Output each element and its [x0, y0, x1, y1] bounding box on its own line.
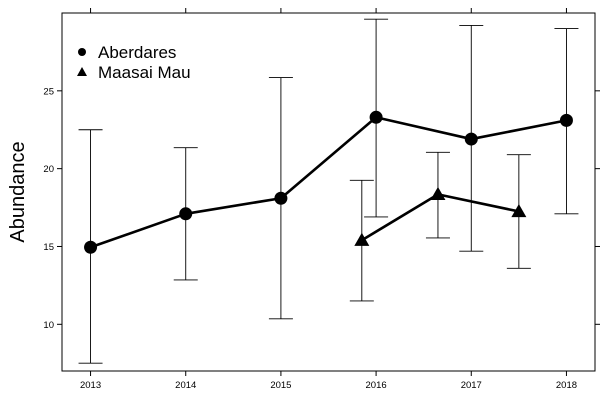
legend-maasai-mau-marker: [77, 67, 87, 76]
plot-frame: [61, 12, 596, 372]
plot-area: [78, 18, 579, 364]
legend-aberdares-label: Aberdares: [98, 43, 176, 62]
y-axis-label: Abundance: [7, 141, 29, 242]
x-tick-label: 2017: [461, 380, 482, 391]
x-tick-label: 2016: [366, 380, 387, 391]
y-axis: 10 15 20 25: [43, 86, 600, 331]
x-tick-label: 2013: [80, 380, 101, 391]
y-tick-label: 25: [43, 86, 54, 97]
legend-maasai-mau-label: Maasai Mau: [98, 63, 191, 82]
aberdares-point: [559, 113, 573, 127]
aberdares-point: [464, 132, 478, 146]
x-tick-label: 2014: [175, 380, 196, 391]
aberdares-line: [90, 115, 567, 249]
aberdares-point: [369, 110, 383, 124]
y-tick-label: 15: [43, 242, 54, 253]
y-tick-label: 10: [43, 320, 54, 331]
x-tick-label: 2015: [270, 380, 291, 391]
legend-aberdares-marker: [78, 48, 86, 56]
aberdares-point: [274, 191, 288, 205]
x-tick-label: 2018: [556, 380, 577, 391]
aberdares-point: [179, 207, 193, 221]
maasai-mau-point: [511, 203, 527, 218]
maasai-mau-point: [430, 186, 446, 200]
y-tick-label: 20: [43, 164, 54, 175]
aberdares-point: [84, 240, 98, 254]
x-axis: 2013 2014 2015 2016 2017 2018: [80, 8, 577, 391]
maasai-mau-point: [354, 232, 370, 246]
